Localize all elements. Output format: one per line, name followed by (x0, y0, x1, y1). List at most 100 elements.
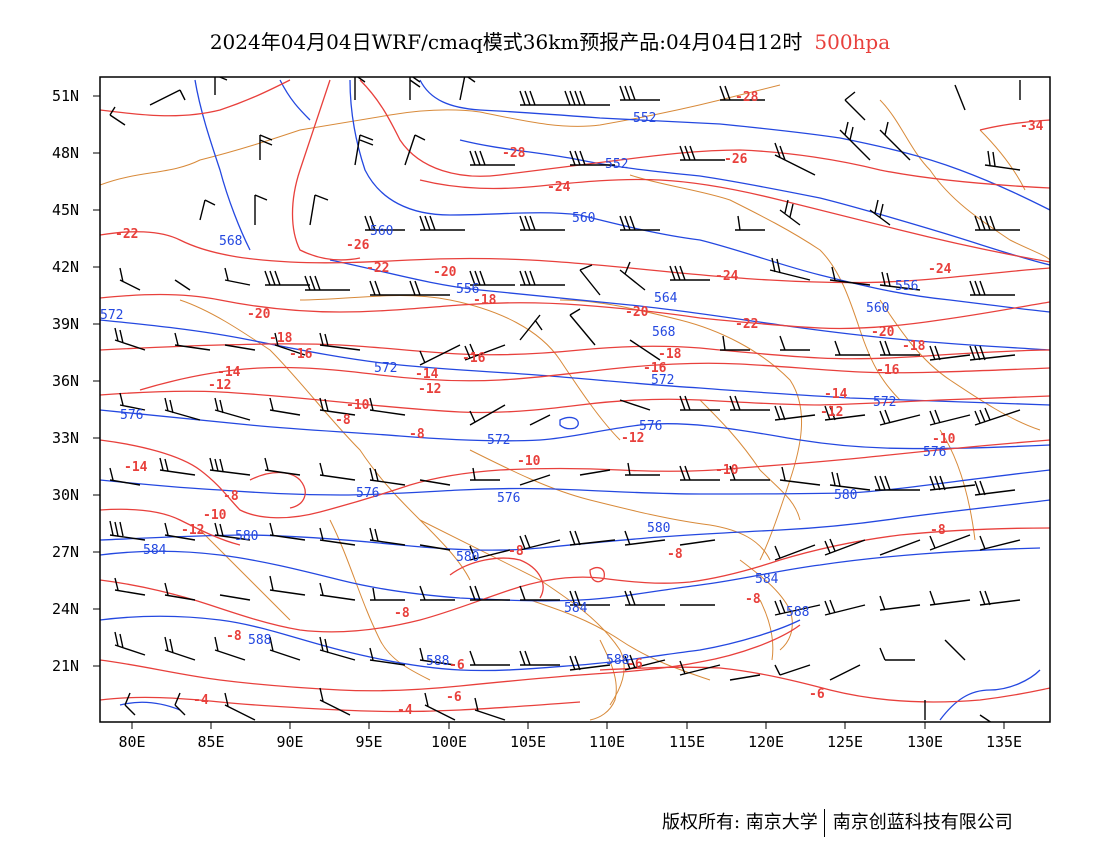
y-tick-label: 39N (52, 315, 79, 333)
temperature-label: -20 (247, 307, 271, 322)
y-tick-label: 27N (52, 543, 79, 561)
temperature-label: -8 (394, 606, 410, 621)
temperature-label: -10 (346, 398, 370, 413)
height-label: 572 (873, 395, 896, 410)
temperature-label: -8 (223, 489, 239, 504)
height-label: 572 (487, 433, 510, 448)
y-tick-label: 30N (52, 486, 79, 504)
temperature-label: -10 (932, 432, 956, 447)
y-axis (93, 95, 100, 667)
copyright-text: 版权所有: 南京大学 (662, 812, 818, 833)
temperature-label: -10 (203, 508, 227, 523)
temperature-label: -28 (502, 146, 526, 161)
temperature-label: -8 (930, 523, 946, 538)
temperature-label: -16 (876, 363, 900, 378)
x-tick-label: 95E (355, 733, 382, 751)
temperature-label: -10 (715, 463, 739, 478)
y-tick-label: 48N (52, 144, 79, 162)
temperature-label: -4 (397, 703, 413, 718)
temperature-label: -28 (735, 90, 759, 105)
pressure-level: 500hpa (814, 30, 891, 54)
plot-frame (99, 76, 1051, 723)
y-tick-label: 36N (52, 372, 79, 390)
height-label: 572 (374, 361, 397, 376)
chart-title: 2024年04月04日WRF/cmaq模式36km预报产品:04月04日12时 5… (0, 26, 1100, 55)
temperature-label: -4 (193, 693, 209, 708)
temperature-label: -16 (462, 351, 486, 366)
temperature-label: -8 (409, 427, 425, 442)
height-label: 580 (647, 521, 670, 536)
temperature-label: -18 (658, 347, 682, 362)
temperature-label: -26 (724, 152, 748, 167)
height-label: 568 (652, 325, 675, 340)
x-axis (131, 722, 1005, 729)
height-label: 588 (786, 605, 809, 620)
temperature-label: -6 (449, 658, 465, 673)
boundary-lines (100, 84, 1050, 721)
temperature-label: -12 (621, 431, 644, 446)
temperature-label: -14 (824, 387, 848, 402)
height-label: 576 (120, 408, 143, 423)
height-label: 588 (426, 654, 449, 669)
temperature-label: -16 (289, 347, 313, 362)
height-label: 580 (456, 550, 479, 565)
height-label: 568 (219, 234, 242, 249)
height-label: 572 (651, 373, 674, 388)
footer-divider (823, 809, 825, 837)
height-label: 572 (100, 308, 123, 323)
x-tick-label: 120E (748, 733, 784, 751)
height-label: 584 (564, 601, 588, 616)
temperature-label: -14 (217, 365, 241, 380)
temperature-label: -34 (1020, 119, 1044, 134)
temperature-label: -18 (902, 339, 926, 354)
temperature-label: -16 (643, 361, 667, 376)
temperature-label: -8 (745, 592, 761, 607)
temperature-label: -6 (627, 657, 643, 672)
temperature-label: -8 (335, 413, 351, 428)
y-tick-label: 33N (52, 429, 79, 447)
height-label: 576 (356, 486, 379, 501)
wind-barbs (109, 77, 1021, 722)
height-label: 576 (497, 491, 520, 506)
temperature-contours (100, 79, 1050, 713)
y-tick-label: 51N (52, 87, 79, 105)
height-label: 588 (248, 633, 271, 648)
temperature-label: -22 (115, 227, 138, 242)
x-tick-label: 105E (510, 733, 546, 751)
temperature-label: -20 (871, 325, 895, 340)
height-label: 556 (456, 282, 479, 297)
x-tick-label: 80E (118, 733, 145, 751)
temperature-label: -12 (418, 382, 441, 397)
height-contours (100, 79, 1050, 721)
x-tick-label: 130E (907, 733, 943, 751)
height-label: 576 (923, 445, 946, 460)
footer: 版权所有: 南京大学 南京创蓝科技有限公司 (662, 808, 1013, 837)
company-name: 南京创蓝科技有限公司 (832, 812, 1013, 833)
height-label: 588 (606, 653, 629, 668)
temperature-label: -8 (508, 544, 524, 559)
height-label: 560 (370, 224, 393, 239)
y-tick-label: 24N (52, 600, 79, 618)
height-label: 556 (895, 279, 918, 294)
temperature-label: -20 (625, 305, 649, 320)
y-tick-label: 45N (52, 201, 79, 219)
temperature-label: -8 (667, 547, 683, 562)
temperature-label: -6 (446, 690, 462, 705)
temperature-label: -24 (715, 269, 739, 284)
temperature-label: -8 (226, 629, 242, 644)
y-tick-label: 21N (52, 657, 79, 675)
temperature-label: -20 (433, 265, 457, 280)
temperature-label: -22 (366, 261, 389, 276)
height-label: 552 (633, 111, 656, 126)
height-label: 564 (654, 291, 678, 306)
height-label: 580 (235, 529, 258, 544)
temperature-label: -22 (735, 317, 758, 332)
title-text: 2024年04月04日WRF/cmaq模式36km预报产品:04月04日12时 (209, 30, 803, 54)
height-label: 584 (755, 572, 779, 587)
height-label: 560 (572, 211, 595, 226)
height-label: 580 (834, 488, 857, 503)
x-tick-label: 100E (431, 733, 467, 751)
height-label: 584 (143, 543, 167, 558)
x-tick-label: 115E (669, 733, 705, 751)
